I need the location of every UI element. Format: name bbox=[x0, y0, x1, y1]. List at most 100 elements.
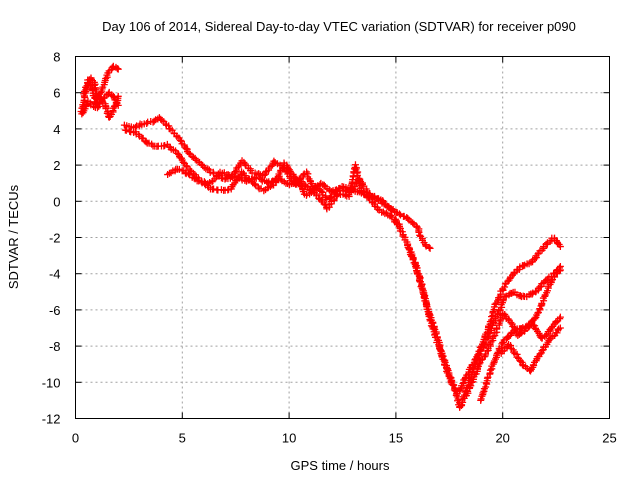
chart-title: Day 106 of 2014, Sidereal Day-to-day VTE… bbox=[102, 19, 576, 34]
data-point bbox=[547, 324, 555, 332]
x-tick-label: 5 bbox=[179, 431, 186, 446]
data-point bbox=[507, 319, 515, 327]
data-point bbox=[507, 342, 515, 350]
data-point bbox=[459, 380, 467, 388]
data-point bbox=[299, 171, 307, 179]
data-point bbox=[452, 386, 460, 394]
x-tick-label: 15 bbox=[389, 431, 403, 446]
data-point bbox=[556, 243, 564, 251]
data-point bbox=[482, 350, 490, 358]
data-point bbox=[457, 385, 465, 393]
data-point bbox=[425, 243, 433, 251]
data-point bbox=[200, 163, 208, 171]
data-point bbox=[122, 126, 130, 134]
data-point bbox=[517, 325, 525, 333]
data-point bbox=[531, 255, 539, 263]
data-point bbox=[510, 348, 518, 356]
data-point bbox=[415, 276, 423, 284]
data-point bbox=[204, 165, 212, 173]
y-tick-label: 0 bbox=[53, 194, 60, 209]
data-point bbox=[82, 86, 90, 94]
data-point bbox=[426, 244, 434, 252]
data-point bbox=[450, 381, 458, 389]
data-point bbox=[353, 171, 361, 179]
data-point bbox=[114, 65, 122, 73]
y-tick-label: -6 bbox=[49, 303, 61, 318]
data-point bbox=[104, 90, 112, 98]
data-point bbox=[413, 269, 421, 277]
y-tick-label: 2 bbox=[53, 158, 60, 173]
data-point bbox=[354, 176, 362, 184]
y-tick-label: -2 bbox=[49, 231, 61, 246]
data-point bbox=[513, 353, 521, 361]
data-point bbox=[489, 333, 497, 341]
data-point bbox=[489, 360, 497, 368]
data-point bbox=[326, 193, 334, 201]
data-point bbox=[538, 347, 546, 355]
data-point bbox=[556, 324, 564, 332]
data-point bbox=[408, 252, 416, 260]
data-point bbox=[429, 319, 437, 327]
data-point bbox=[270, 157, 278, 165]
x-tick-label: 0 bbox=[72, 431, 79, 446]
data-point bbox=[422, 242, 430, 250]
y-tick-label: -4 bbox=[49, 267, 61, 282]
x-axis-label: GPS time / hours bbox=[291, 458, 390, 473]
data-point bbox=[447, 377, 455, 385]
data-point bbox=[176, 136, 184, 144]
x-tick-label: 25 bbox=[602, 431, 616, 446]
data-point bbox=[556, 313, 564, 321]
data-point bbox=[475, 360, 483, 368]
y-tick-label: -8 bbox=[49, 339, 61, 354]
y-tick-label: 4 bbox=[53, 122, 60, 137]
data-point bbox=[531, 315, 539, 323]
data-point bbox=[374, 205, 382, 213]
data-point bbox=[477, 356, 485, 364]
data-point bbox=[266, 183, 274, 191]
data-point bbox=[412, 263, 420, 271]
data-point bbox=[231, 168, 239, 176]
data-point bbox=[185, 149, 193, 157]
x-tick-label: 10 bbox=[282, 431, 296, 446]
data-point bbox=[409, 219, 417, 227]
data-point bbox=[346, 185, 354, 193]
grid-lines bbox=[75, 56, 610, 419]
data-point bbox=[507, 329, 515, 337]
data-point bbox=[355, 180, 363, 188]
data-point bbox=[114, 92, 122, 100]
data-point bbox=[501, 293, 509, 301]
data-point bbox=[479, 389, 487, 397]
data-point bbox=[547, 277, 555, 285]
data-point bbox=[150, 117, 158, 125]
data-point bbox=[102, 74, 110, 82]
data-point bbox=[143, 119, 151, 127]
y-tick-label: -12 bbox=[42, 412, 61, 427]
data-point bbox=[395, 210, 403, 218]
data-point bbox=[517, 357, 525, 365]
data-point bbox=[495, 307, 503, 315]
data-point bbox=[345, 188, 353, 196]
y-tick-label: 6 bbox=[53, 86, 60, 101]
data-point bbox=[181, 169, 189, 177]
y-tick-label: 8 bbox=[53, 50, 60, 65]
data-point bbox=[438, 351, 446, 359]
data-point bbox=[556, 266, 564, 274]
data-point bbox=[317, 187, 325, 195]
data-point bbox=[425, 310, 433, 318]
data-point bbox=[504, 315, 512, 323]
data-point bbox=[441, 358, 449, 366]
data-point bbox=[409, 256, 417, 264]
data-point bbox=[432, 330, 440, 338]
data-point bbox=[501, 283, 509, 291]
data-point bbox=[185, 170, 193, 178]
data-point bbox=[467, 382, 475, 390]
data-point bbox=[210, 185, 218, 193]
y-tick-label: -10 bbox=[42, 375, 61, 390]
data-point bbox=[387, 211, 395, 219]
data-point bbox=[255, 170, 263, 178]
data-point bbox=[250, 180, 258, 188]
data-point bbox=[392, 217, 400, 225]
data-point bbox=[347, 181, 355, 189]
